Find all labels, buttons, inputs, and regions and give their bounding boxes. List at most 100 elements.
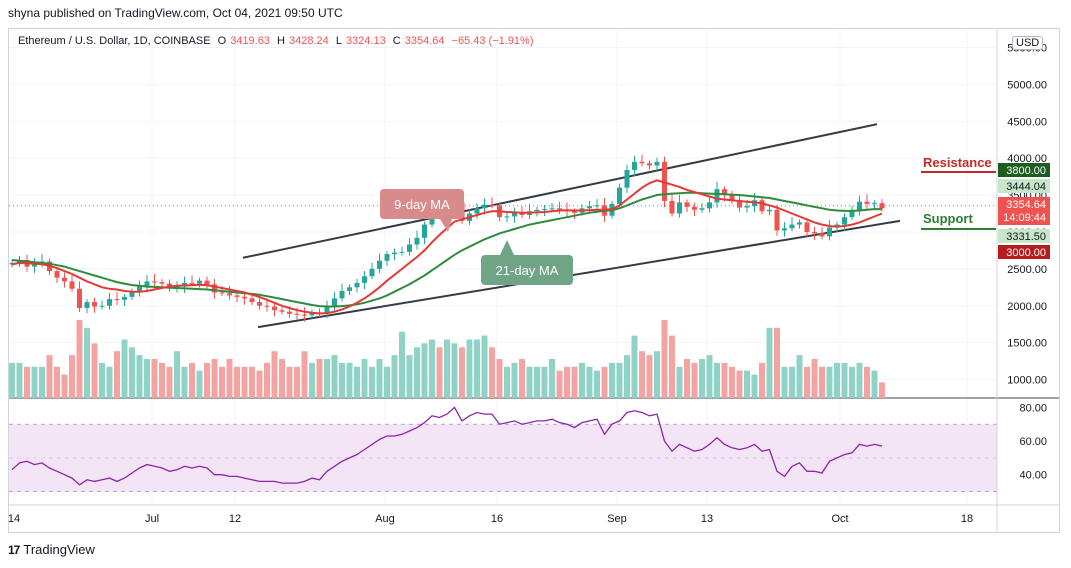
volume-bar [264,362,270,398]
volume-bar [414,347,420,398]
candle-body [204,280,210,285]
volume-bar [586,366,593,398]
rsi-tick-label: 60.00 [1019,436,1047,448]
volume-bar [406,355,413,398]
candle-body [819,233,825,237]
volume-bar [189,362,195,398]
volume-bar [286,366,293,398]
volume-bar [789,366,795,398]
candle-body [692,206,697,210]
ma21-annotation-pointer [500,240,514,255]
volume-bar [661,320,668,398]
candle-body [474,208,480,214]
currency-selector[interactable]: USD [1012,36,1044,50]
ma9-annotation-box [380,189,464,219]
candle-body [849,211,855,218]
volume-bar [451,343,458,398]
volume-bar [114,351,120,398]
volume-bar [579,362,585,398]
x-tick-label: Oct [831,513,848,525]
volume-bar [444,339,450,398]
volume-bar [196,370,203,398]
ma9-price-tag-value: 3331.50 [1006,231,1046,243]
volume-bar [556,370,563,398]
resistance-price-tag-value: 3800.00 [1006,165,1046,177]
candle-body [482,204,487,209]
candle-body [242,296,247,299]
candle-body [737,200,742,208]
candle-body [489,204,495,206]
volume-bar [429,339,435,398]
close-value: 3354.64 [404,35,445,47]
volume-bar [609,362,615,398]
price-tick-label: 2000.00 [1007,301,1047,313]
candle-body [122,296,127,300]
volume-bar [631,335,638,398]
candle-body [744,206,750,208]
candle-body [92,302,97,307]
low-value: 3324.13 [345,35,386,47]
open-value: 3419.63 [230,35,270,47]
volume-bar [699,359,705,398]
volume-bar [84,327,90,398]
rsi-band [9,424,997,492]
candle-body [99,305,105,307]
volume-bar [744,370,750,398]
chart-frame [8,28,1060,533]
volume-bar [436,347,443,398]
candle-body [332,298,337,306]
candle-body [842,217,847,225]
volume-bar [136,355,143,398]
candle-body [272,306,277,311]
volume-bar [61,374,68,398]
volume-bar [751,374,758,398]
candle-body [722,189,727,196]
volume-bar [474,339,480,398]
x-tick-label: 18 [961,513,973,525]
volume-bar [564,366,570,398]
price-tick-label: 4500.00 [1007,116,1047,128]
volume-bar [69,355,75,398]
candle-body [69,281,75,289]
volume-bar [669,335,675,398]
volume-bar [736,370,743,398]
volume-bar [16,362,23,398]
volume-bar [526,366,533,398]
volume-bar [241,366,248,398]
open-label: O [217,35,227,47]
x-tick-label: 12 [229,513,241,525]
candle-body [309,312,315,316]
candle-body [249,298,255,303]
candle-body [662,161,667,201]
volume-bar [601,366,608,398]
volume-bar [774,327,780,398]
candle-body [677,202,682,214]
candle-body [804,222,810,232]
candle-body [189,282,195,284]
candle-body [197,280,202,284]
close-label: C [392,35,401,47]
upper-channel-line [242,123,878,259]
candle-body [654,161,660,166]
ma9-price-tag [998,229,1050,243]
volume-bar [511,362,518,398]
price-tick-label: 1000.00 [1007,375,1047,387]
ma21-price-tag [998,179,1050,193]
x-tick-label: 14 [8,513,20,525]
ma21-annotation-box [481,255,573,285]
volume-bar [279,359,285,398]
last-price-tag-value: 3354.64 [1006,199,1046,211]
volume-bar [841,362,848,398]
candle-body [62,277,67,282]
volume-bar [31,366,38,398]
volume-bar [549,359,555,398]
tradingview-footer[interactable]: 17 TradingView [8,542,95,557]
support-price-tag [998,245,1050,259]
candle-body [684,202,690,207]
candle-body [137,285,142,293]
volume-bar [54,366,60,398]
candle-body [234,295,240,297]
volume-bar [144,359,150,398]
candle-body [617,187,622,204]
